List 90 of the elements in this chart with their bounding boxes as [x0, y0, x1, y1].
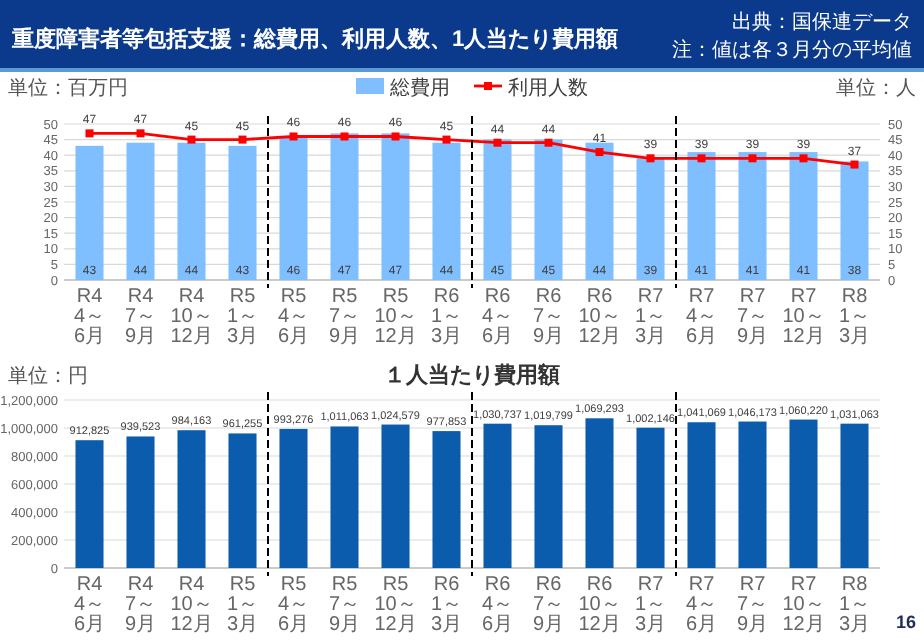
point — [697, 154, 706, 163]
x-tick-label: R6 1～3月 — [430, 574, 463, 636]
x-tick-label: R7 7～9月 — [736, 286, 769, 348]
y-axis-title: 単位：円 — [8, 364, 88, 388]
bar — [75, 145, 104, 280]
x-tick-label: R8 1～3月 — [838, 574, 871, 636]
bar — [279, 136, 308, 280]
bar — [789, 419, 818, 568]
x-tick-label: R7 1～3月 — [634, 286, 667, 348]
x-tick-label: R6 10～12月 — [578, 574, 621, 636]
x-tick-label: R4 4～6月 — [73, 286, 106, 348]
x-tick-label: R5 10～12月 — [374, 286, 417, 348]
bar — [534, 139, 563, 280]
x-tick-label: R5 7～9月 — [328, 286, 361, 348]
y2-axis-title: 単位：人 — [836, 76, 916, 100]
bar — [177, 430, 206, 568]
bar — [687, 152, 716, 280]
point — [748, 154, 757, 163]
x-tick-label: R5 4～6月 — [277, 286, 310, 348]
bar — [840, 423, 869, 568]
x-tick-label: R6 7～9月 — [532, 286, 565, 348]
x-tick-label: R6 7～9月 — [532, 574, 565, 636]
point — [340, 132, 349, 141]
bar — [279, 428, 308, 568]
x-tick-label: R4 10～12月 — [170, 574, 213, 636]
text: 注：値は各３月分の平均値 — [672, 38, 912, 62]
x-tick-label: R5 7～9月 — [328, 574, 361, 636]
bar — [483, 423, 512, 568]
x-tick-label: R6 1～3月 — [430, 286, 463, 348]
point — [595, 148, 604, 157]
x-tick-label: R7 10～12月 — [782, 286, 825, 348]
bar — [432, 142, 461, 280]
bar — [687, 422, 716, 568]
x-tick-label: R7 1～3月 — [634, 574, 667, 636]
x-tick-label: R4 4～6月 — [73, 574, 106, 636]
bar — [330, 133, 359, 280]
x-tick-label: R6 4～6月 — [481, 574, 514, 636]
bar — [585, 142, 614, 280]
point — [391, 132, 400, 141]
point — [850, 160, 859, 169]
bar — [177, 142, 206, 280]
bar — [126, 436, 155, 568]
point — [187, 135, 196, 144]
bar — [738, 152, 767, 280]
source-note: 出典：国保連データ — [732, 10, 912, 34]
bar — [432, 431, 461, 568]
x-tick-label: R8 1～3月 — [838, 286, 871, 348]
bar — [636, 158, 665, 280]
bar — [228, 145, 257, 280]
bar — [840, 161, 869, 280]
x-tick-label: R5 10～12月 — [374, 574, 417, 636]
bar — [330, 426, 359, 568]
chart-title: 重度障害者等包括支援：総費用、利用人数、1人当たり費用額 — [10, 26, 619, 52]
y-axis-title: 単位：百万円 — [8, 76, 128, 100]
point — [238, 135, 247, 144]
point — [136, 129, 145, 138]
legend-label: 利用人数 — [508, 76, 588, 100]
x-tick-label: R4 7～9月 — [124, 574, 157, 636]
x-tick-label: R7 7～9月 — [736, 574, 769, 636]
x-tick-label: R5 1～3月 — [226, 574, 259, 636]
bar — [534, 425, 563, 568]
x-tick-label: R6 10～12月 — [578, 286, 621, 348]
chart-title: １人当たり費用額 — [384, 362, 560, 388]
x-tick-label: R4 7～9月 — [124, 286, 157, 348]
point — [289, 132, 298, 141]
x-tick-label: R7 4～6月 — [685, 286, 718, 348]
bar — [585, 418, 614, 568]
point — [646, 154, 655, 163]
x-tick-label: R4 10～12月 — [170, 286, 213, 348]
x-tick-label: R6 4～6月 — [481, 286, 514, 348]
x-tick-label: R7 10～12月 — [782, 574, 825, 636]
text: 16 — [895, 612, 916, 632]
point — [493, 138, 502, 147]
bar — [126, 142, 155, 280]
bar — [789, 152, 818, 280]
point — [442, 135, 451, 144]
legend-label: 総費用 — [388, 76, 450, 100]
bar — [381, 133, 410, 280]
bar — [381, 424, 410, 568]
x-tick-label: R5 4～6月 — [277, 574, 310, 636]
bar — [483, 139, 512, 280]
point — [544, 138, 553, 147]
x-tick-label: R5 1～3月 — [226, 286, 259, 348]
x-tick-label: R7 4～6月 — [685, 574, 718, 636]
bar — [636, 427, 665, 568]
bar — [738, 421, 767, 568]
bar — [228, 433, 257, 568]
point — [799, 154, 808, 163]
point — [85, 129, 94, 138]
bar — [75, 440, 104, 568]
